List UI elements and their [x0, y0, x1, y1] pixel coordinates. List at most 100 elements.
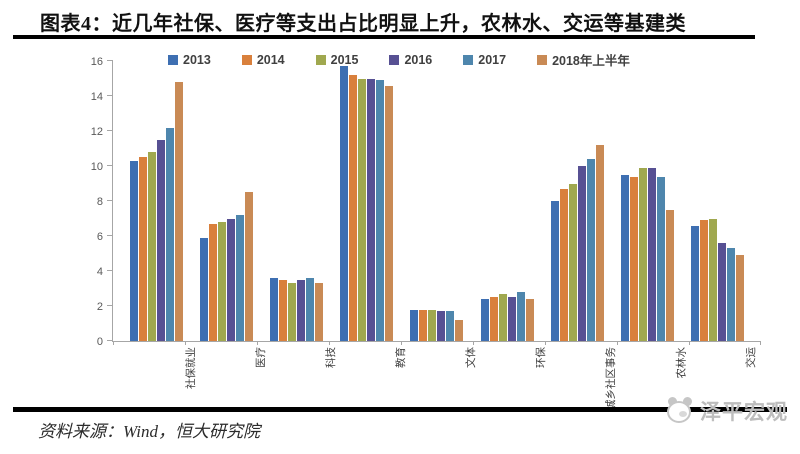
bar-2013-农林水	[620, 174, 629, 341]
bar-2014-医疗	[209, 223, 218, 341]
y-axis-label: 12	[90, 126, 103, 138]
bar-2018年上半年-城乡社区事务	[595, 145, 604, 341]
x-axis-tick	[185, 341, 186, 345]
bar-2014-农林水	[629, 176, 638, 341]
legend-swatch	[389, 54, 400, 65]
bar-group-文体: 文体	[410, 61, 477, 368]
y-axis-label: 4	[96, 266, 103, 278]
x-axis-tick	[473, 341, 474, 345]
bar-2017-农林水	[656, 176, 665, 341]
y-axis-tick	[107, 165, 113, 166]
legend-swatch	[463, 54, 474, 65]
bar-2017-社保就业	[166, 127, 175, 341]
y-axis-tick	[107, 130, 113, 131]
x-axis-label: 文体	[464, 347, 477, 368]
legend-item-2015: 2015	[315, 52, 359, 67]
chart-title: 图表4：近几年社保、医疗等支出占比明显上升，农林水、交运等基建类	[40, 13, 686, 35]
bar-2017-科技	[306, 278, 315, 341]
bar-2018年上半年-文体	[455, 320, 464, 341]
bar-2014-文体	[419, 309, 428, 341]
bar-2013-文体	[410, 309, 419, 341]
x-axis-tick	[257, 341, 258, 345]
y-axis-tick	[107, 340, 113, 341]
y-axis-tick	[107, 305, 113, 306]
legend-item-2013: 2013	[168, 53, 211, 67]
x-axis-label: 医疗	[254, 347, 267, 368]
y-axis-label: 8	[96, 196, 103, 208]
bar-2018年上半年-农林水	[665, 209, 674, 341]
bar-group-城乡社区事务: 城乡社区事务	[550, 61, 617, 410]
bar-2018年上半年-医疗	[245, 192, 254, 341]
bar-2015-交运	[708, 218, 717, 341]
y-axis-tick	[107, 235, 113, 236]
bar-2014-教育	[349, 75, 358, 341]
y-axis-tick	[107, 95, 113, 96]
bar-group-环保: 环保	[480, 61, 547, 368]
x-axis-label: 教育	[394, 347, 407, 368]
bar-2018年上半年-科技	[315, 283, 324, 341]
bar-2013-医疗	[200, 237, 209, 341]
bar-group-交运: 交运	[690, 61, 757, 368]
legend-label: 2017	[478, 52, 507, 67]
zeping-macro-logo-icon	[666, 397, 696, 425]
legend-label: 2014	[256, 52, 285, 67]
x-axis-label: 农林水	[675, 347, 688, 379]
bar-2018年上半年-教育	[385, 85, 394, 341]
bar-2013-教育	[340, 66, 349, 341]
bar-2017-交运	[726, 248, 735, 341]
bar-2015-科技	[288, 283, 297, 341]
bar-2013-科技	[270, 278, 279, 341]
legend-label: 2013	[183, 52, 211, 67]
y-axis-label: 6	[96, 231, 103, 243]
y-axis-tick	[107, 60, 113, 61]
bar-2013-环保	[480, 299, 489, 341]
y-axis-label: 10	[90, 161, 103, 173]
bar-2015-社保就业	[148, 152, 157, 341]
bar-2016-城乡社区事务	[577, 166, 586, 341]
bar-2015-教育	[358, 78, 367, 341]
bar-2013-社保就业	[130, 160, 139, 341]
bar-2015-医疗	[218, 222, 227, 341]
x-axis-tick	[545, 341, 546, 345]
x-axis-label: 交运	[745, 347, 758, 368]
legend-label: 2018年上半年	[552, 54, 630, 68]
y-axis-label: 0	[96, 336, 103, 348]
bar-2016-交运	[717, 243, 726, 341]
bar-group-社保就业: 社保就业	[130, 61, 197, 389]
x-axis-label: 城乡社区事务	[605, 347, 618, 410]
x-axis-tick	[760, 341, 761, 345]
chart-legend: 2013 2014 2015 2016 2017 2018年上半年	[168, 50, 630, 69]
footer-divider	[13, 407, 787, 412]
x-axis-label: 社保就业	[184, 347, 197, 389]
x-axis-tick	[617, 341, 618, 345]
legend-item-2018年上半年: 2018年上半年	[537, 50, 630, 69]
legend-label: 2015	[330, 52, 359, 67]
x-axis-tick	[401, 341, 402, 345]
bar-2015-城乡社区事务	[568, 183, 577, 341]
legend-item-2017: 2017	[463, 53, 506, 67]
bar-2016-文体	[437, 311, 446, 341]
x-axis-label: 科技	[324, 347, 337, 368]
y-axis-label: 16	[90, 56, 103, 68]
bar-2016-社保就业	[157, 139, 166, 341]
watermark-logo: 泽平宏观	[666, 396, 788, 426]
legend-swatch	[537, 54, 548, 65]
bar-group-教育: 教育	[340, 61, 407, 368]
legend-label: 2016	[404, 52, 433, 67]
bar-2017-医疗	[236, 215, 245, 341]
y-axis-label: 14	[90, 91, 103, 103]
y-axis-label: 2	[96, 301, 103, 313]
bar-2013-城乡社区事务	[550, 201, 559, 341]
x-axis-tick	[689, 341, 690, 345]
bar-2014-城乡社区事务	[559, 188, 568, 341]
data-source-note: 资料来源：Wind，恒大研究院	[38, 422, 260, 441]
legend-swatch	[241, 54, 252, 65]
bar-2016-农林水	[647, 167, 656, 341]
bar-2016-医疗	[227, 218, 236, 341]
bar-2017-城乡社区事务	[586, 159, 595, 341]
legend-item-2014: 2014	[241, 52, 285, 67]
bar-2016-科技	[297, 279, 306, 341]
x-axis-tick	[113, 341, 114, 345]
y-axis-tick	[107, 270, 113, 271]
